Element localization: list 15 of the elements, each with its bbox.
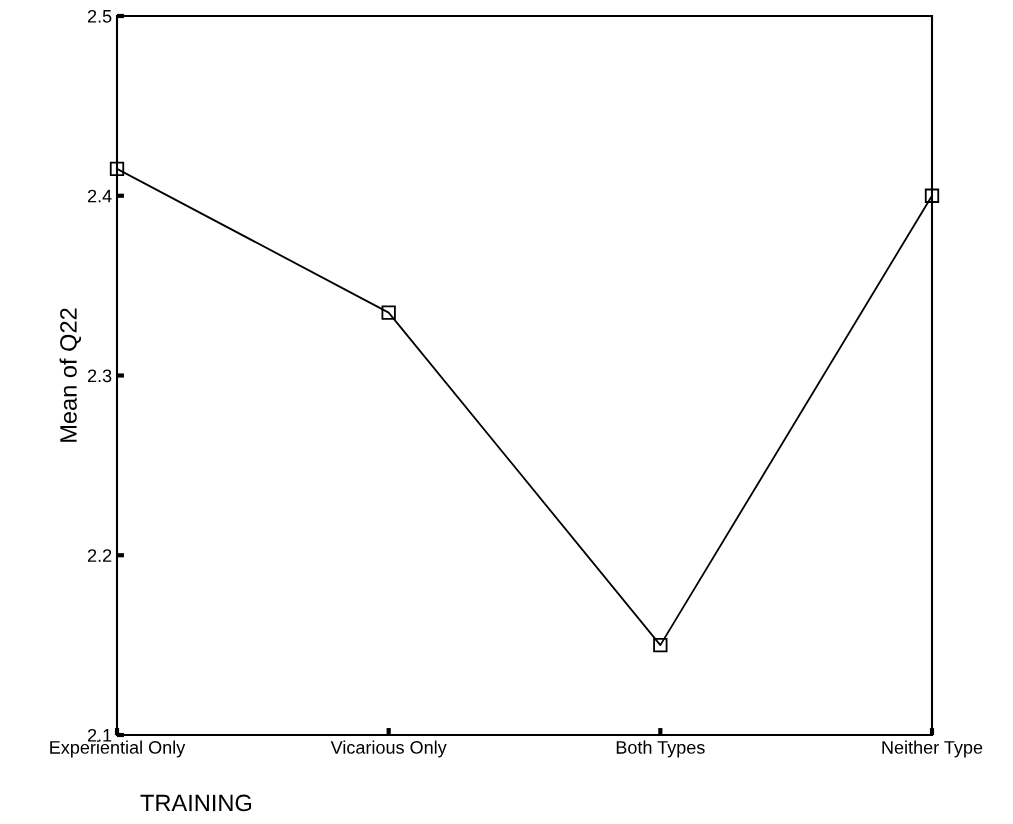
y-axis-title: Mean of Q22 <box>59 308 82 442</box>
x-tick-label: Both Types <box>616 740 705 758</box>
x-tick-label: Experiential Only <box>50 740 186 758</box>
point <box>381 305 396 320</box>
point <box>653 637 668 653</box>
x-tick-label: Neither Type <box>882 740 983 758</box>
y-tick-label: 2.2 <box>87 549 112 562</box>
x-axis-title: TRAINING <box>140 794 252 812</box>
y-tick-label: 2.4 <box>87 189 112 203</box>
y-tick-label: 2.1 <box>87 728 112 742</box>
point <box>924 188 940 203</box>
y-tick-label: 2.5 <box>87 9 112 23</box>
y-tick-label: 2.3 <box>87 369 112 383</box>
x-tick-label: Vicarious Only <box>330 740 447 758</box>
point <box>109 161 125 176</box>
